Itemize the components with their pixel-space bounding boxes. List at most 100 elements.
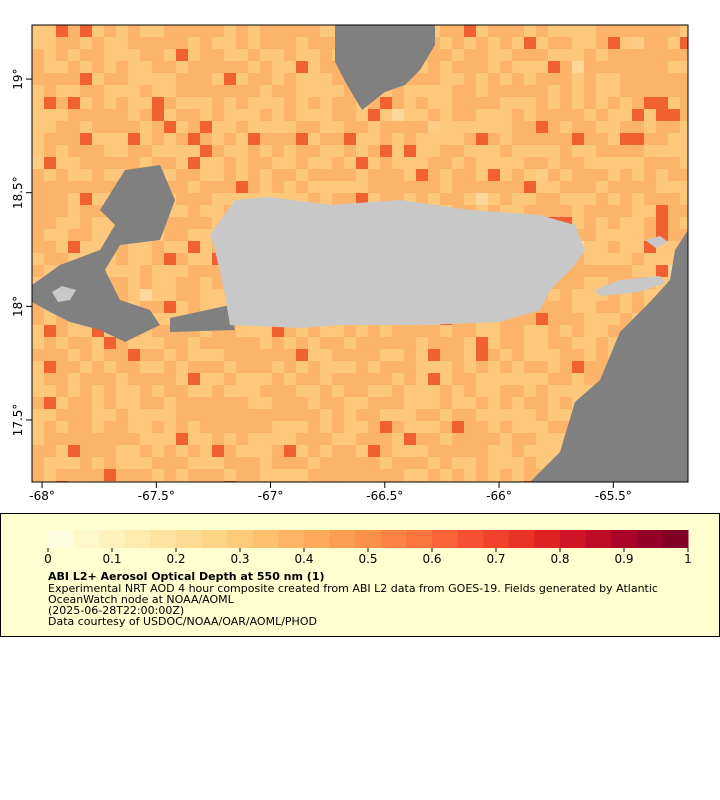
raster-cell bbox=[272, 109, 284, 121]
raster-cell bbox=[296, 25, 308, 37]
raster-cell bbox=[548, 145, 560, 157]
raster-cell bbox=[128, 61, 140, 73]
raster-cell bbox=[260, 457, 272, 469]
raster-cell bbox=[32, 397, 44, 409]
raster-cell bbox=[164, 265, 176, 277]
raster-cell bbox=[452, 97, 464, 109]
raster-cell bbox=[56, 157, 68, 169]
raster-cell bbox=[464, 361, 476, 373]
raster-cell bbox=[620, 313, 632, 325]
raster-cell bbox=[284, 361, 296, 373]
raster-cell bbox=[416, 181, 428, 193]
raster-cell bbox=[176, 289, 188, 301]
raster-cell bbox=[200, 265, 212, 277]
raster-cell bbox=[200, 337, 212, 349]
raster-cell bbox=[92, 409, 104, 421]
raster-cell bbox=[140, 49, 152, 61]
raster-cell bbox=[368, 433, 380, 445]
raster-cell bbox=[500, 145, 512, 157]
raster-cell bbox=[212, 457, 224, 469]
raster-cell bbox=[164, 433, 176, 445]
raster-cell bbox=[224, 157, 236, 169]
raster-cell bbox=[476, 133, 488, 145]
raster-cell bbox=[404, 325, 416, 337]
raster-cell bbox=[188, 445, 200, 457]
raster-cell bbox=[176, 337, 188, 349]
raster-cell bbox=[452, 457, 464, 469]
raster-cell bbox=[224, 193, 236, 205]
raster-cell bbox=[584, 277, 596, 289]
raster-cell bbox=[32, 457, 44, 469]
raster-cell bbox=[440, 349, 452, 361]
raster-cell bbox=[584, 241, 596, 253]
land bbox=[52, 197, 668, 328]
raster-cell bbox=[560, 121, 572, 133]
raster-cell bbox=[92, 193, 104, 205]
raster-cell bbox=[536, 133, 548, 145]
raster-cell bbox=[320, 421, 332, 433]
raster-cell bbox=[164, 349, 176, 361]
raster-cell bbox=[512, 457, 524, 469]
colorbar-cell bbox=[636, 530, 663, 548]
raster-cell bbox=[56, 409, 68, 421]
raster-cell bbox=[656, 217, 668, 229]
raster-cell bbox=[596, 133, 608, 145]
raster-cell bbox=[608, 193, 620, 205]
raster-cell bbox=[80, 373, 92, 385]
raster-cell bbox=[308, 85, 320, 97]
raster-cell bbox=[512, 385, 524, 397]
raster-cell bbox=[296, 385, 308, 397]
raster-cell bbox=[260, 397, 272, 409]
raster-cell bbox=[416, 349, 428, 361]
raster-cell bbox=[380, 457, 392, 469]
raster-cell bbox=[260, 361, 272, 373]
raster-cell bbox=[680, 61, 688, 73]
raster-cell bbox=[380, 181, 392, 193]
raster-cell bbox=[596, 241, 608, 253]
raster-cell bbox=[476, 61, 488, 73]
raster-cell bbox=[152, 433, 164, 445]
raster-cell bbox=[668, 109, 680, 121]
raster-cell bbox=[344, 169, 356, 181]
raster-cell bbox=[548, 205, 560, 217]
raster-cell bbox=[464, 445, 476, 457]
raster-cell bbox=[128, 361, 140, 373]
raster-cell bbox=[656, 133, 668, 145]
raster-cell bbox=[560, 145, 572, 157]
raster-cell bbox=[560, 37, 572, 49]
raster-cell bbox=[488, 385, 500, 397]
raster-cell bbox=[524, 25, 536, 37]
raster-cell bbox=[356, 469, 368, 481]
raster-cell bbox=[548, 313, 560, 325]
raster-cell bbox=[128, 421, 140, 433]
raster-cell bbox=[128, 145, 140, 157]
raster-cell bbox=[560, 397, 572, 409]
raster-cell bbox=[572, 373, 584, 385]
raster-cell bbox=[284, 385, 296, 397]
raster-cell bbox=[608, 109, 620, 121]
raster-cell bbox=[608, 145, 620, 157]
raster-cell bbox=[488, 445, 500, 457]
raster-cell bbox=[92, 109, 104, 121]
raster-cell bbox=[272, 385, 284, 397]
raster-cell bbox=[212, 289, 224, 301]
raster-cell bbox=[224, 49, 236, 61]
raster-cell bbox=[104, 409, 116, 421]
raster-cell bbox=[68, 205, 80, 217]
raster-cell bbox=[128, 49, 140, 61]
raster-cell bbox=[440, 169, 452, 181]
raster-cell bbox=[380, 409, 392, 421]
raster-cell bbox=[296, 445, 308, 457]
raster-cell bbox=[512, 169, 524, 181]
raster-cell bbox=[572, 181, 584, 193]
raster-cell bbox=[164, 145, 176, 157]
raster-cell bbox=[164, 469, 176, 481]
raster-cell bbox=[188, 277, 200, 289]
raster-cell bbox=[140, 145, 152, 157]
raster-cell bbox=[500, 409, 512, 421]
raster-cell bbox=[104, 445, 116, 457]
raster-cell bbox=[680, 97, 688, 109]
raster-cell bbox=[368, 421, 380, 433]
raster-cell bbox=[584, 181, 596, 193]
raster-cell bbox=[524, 457, 536, 469]
